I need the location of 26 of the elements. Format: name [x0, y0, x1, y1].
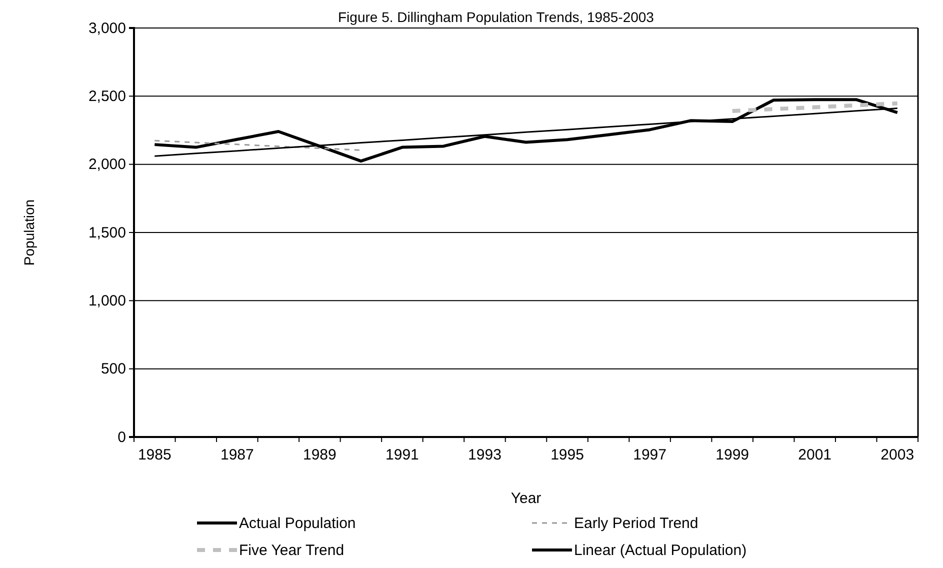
legend-label: Linear (Actual Population): [574, 542, 747, 559]
x-tick-label: 2001: [798, 446, 832, 464]
line-series: [730, 101, 900, 114]
y-tick-label: 1,000: [88, 292, 126, 310]
y-tick-label: 3,000: [88, 20, 126, 37]
y-tick-label: 0: [118, 428, 126, 446]
x-tick-label: 1999: [716, 446, 750, 464]
x-tick-label: 1985: [138, 446, 172, 464]
x-tick-label: 1995: [550, 446, 584, 464]
legend-label: Actual Population: [239, 515, 356, 532]
x-tick-label: 1993: [468, 446, 502, 464]
x-tick-label: 1991: [386, 446, 419, 464]
x-tick-label: 1987: [220, 446, 254, 464]
x-tick-label: 2003: [880, 446, 914, 464]
chart-title: Figure 5. Dillingham Population Trends, 1985-2003: [338, 9, 654, 25]
legend-label: Early Period Trend: [574, 515, 698, 532]
legend-label: Five Year Trend: [239, 542, 344, 559]
x-axis-title: Year: [510, 490, 542, 507]
line-series: [154, 140, 362, 151]
y-axis-title: Population: [21, 199, 37, 266]
y-tick-label: 2,500: [88, 88, 126, 105]
x-tick-label: 1989: [302, 446, 336, 464]
y-tick-label: 500: [100, 360, 126, 378]
y-tick-label: 1,500: [88, 224, 126, 242]
x-tick-label: 1997: [633, 446, 666, 464]
y-tick-label: 2,000: [88, 156, 126, 174]
